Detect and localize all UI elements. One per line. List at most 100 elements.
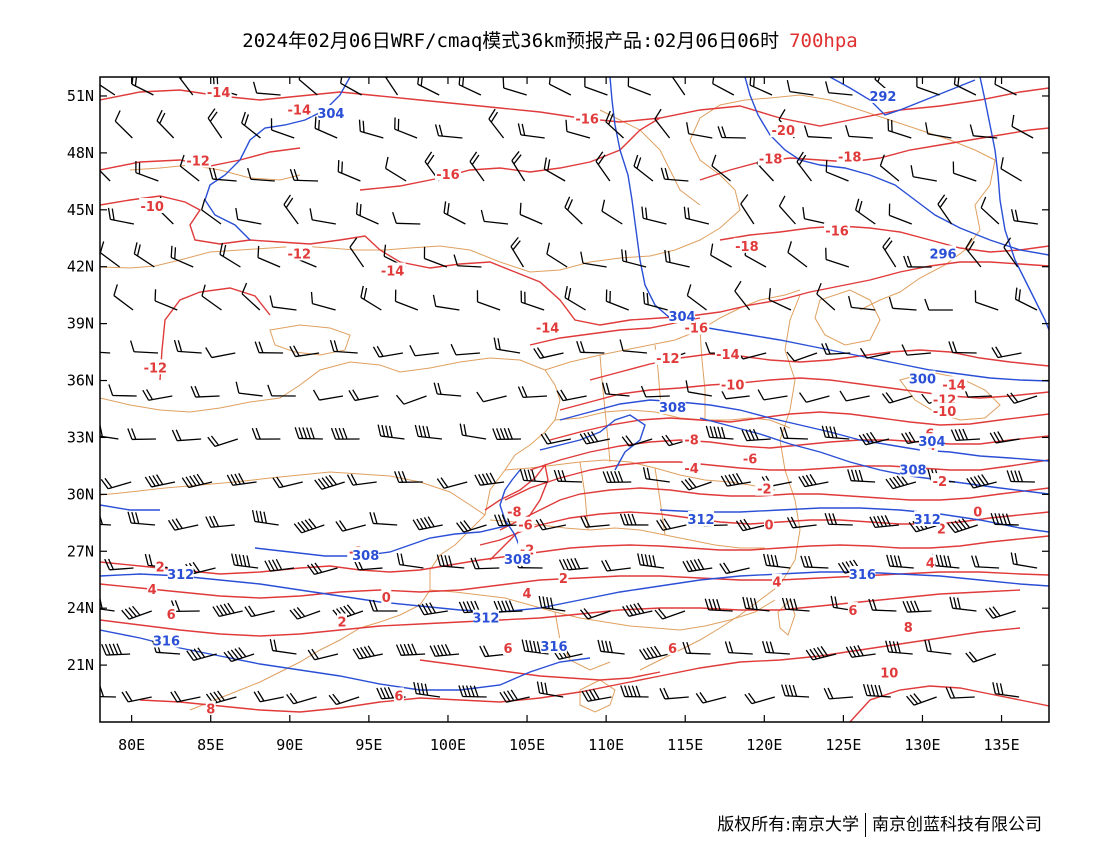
wind-barb [869, 515, 899, 529]
wind-barb [235, 207, 262, 225]
wind-barb [436, 554, 465, 569]
contour-label: -12 [144, 361, 168, 376]
wind-barb [1003, 237, 1019, 268]
wind-barb [660, 167, 689, 182]
wind-barb [597, 639, 625, 655]
title-main: 2024年02月06日WRF/cmaq模式36km预报产品:02月06日06时 [242, 30, 780, 52]
wind-barb [778, 195, 796, 225]
wind-barb [394, 289, 419, 311]
wind-barb [965, 237, 982, 268]
boundary-line [189, 514, 486, 711]
wind-barb [469, 151, 485, 182]
contour-label: 2 [559, 572, 568, 587]
contour-label-bg [516, 516, 535, 532]
contour-label: -14 [716, 348, 740, 363]
boundary-line [899, 371, 1001, 421]
contour-label-bg [669, 308, 696, 324]
wind-barb [903, 255, 932, 268]
height-contour [100, 629, 591, 691]
y-tick-label: 51N [67, 87, 94, 105]
wind-barb [144, 474, 176, 488]
wind-barb [252, 81, 281, 96]
contour-label: 308 [504, 553, 531, 568]
contour-label-bg [930, 473, 949, 489]
wind-barb [705, 425, 734, 440]
wind-barb [825, 160, 849, 182]
wind-barb [310, 291, 336, 311]
wind-barb [121, 690, 152, 703]
contour-label: 6 [167, 608, 176, 623]
contour-label-bg [147, 581, 158, 597]
wind-barb [499, 689, 530, 703]
wind-barb [104, 558, 134, 571]
wind-barb [768, 288, 792, 311]
temperature-contour [504, 459, 1049, 501]
height-contour [100, 571, 1049, 613]
wind-barb [621, 435, 653, 447]
contour-label: -4 [684, 462, 698, 477]
footer-owner: 版权所有:南京大学 [717, 815, 859, 835]
wind-barb [924, 639, 952, 655]
wind-barb [360, 285, 382, 311]
contour-label: -10 [140, 200, 164, 215]
wind-barb [824, 512, 853, 526]
contour-label: 300 [909, 373, 936, 388]
temperature-contour [549, 411, 1049, 441]
wind-barb [219, 242, 241, 268]
wind-barb [639, 645, 670, 660]
contour-label-bg [930, 245, 957, 261]
contour-label-bg [654, 349, 681, 365]
y-tick-label: 33N [67, 428, 94, 446]
footer-separator [865, 813, 866, 837]
wind-barb [601, 199, 623, 225]
footer-company: 南京创蓝科技有限公司 [872, 815, 1042, 835]
wind-barb [314, 474, 345, 490]
contour-label-bg [847, 602, 858, 618]
wind-barb [711, 154, 731, 182]
wind-barb [671, 77, 686, 96]
wind-barb [868, 598, 897, 612]
wind-barb [113, 284, 134, 311]
wind-barb [114, 110, 133, 139]
wind-barb [763, 553, 791, 569]
wind-barb [595, 151, 611, 182]
contour-label-bg [836, 148, 863, 164]
wind-barb [458, 77, 482, 96]
contour-label: 0 [765, 519, 774, 534]
x-tick-label: 85E [197, 736, 224, 754]
wind-barb [223, 647, 255, 663]
contour-label-bg [379, 262, 406, 278]
boundary-line [814, 289, 881, 346]
wind-barb [121, 605, 152, 620]
boundary-line [599, 354, 611, 463]
wind-barb [564, 196, 583, 225]
height-contour [979, 77, 1049, 331]
contour-label: -2 [757, 483, 771, 498]
wind-barb [971, 555, 1000, 569]
wind-barb [619, 339, 648, 354]
wind-barb [456, 520, 487, 533]
wind-barb [656, 518, 687, 531]
wind-barb [781, 597, 810, 612]
wind-barb [825, 247, 850, 268]
boundary-line [129, 164, 301, 181]
map-frame [99, 76, 1050, 723]
contour-label-bg [166, 605, 177, 621]
wind-barb [664, 249, 690, 268]
wind-barb [511, 151, 526, 182]
contour-label-bg [205, 84, 232, 100]
wind-barb [945, 686, 975, 699]
contour-label: -14 [942, 378, 966, 393]
contour-label: -6 [518, 519, 532, 534]
wind-barb [127, 511, 156, 526]
wind-barb [330, 427, 360, 440]
wind-barb [538, 595, 566, 612]
contour-label: 316 [153, 634, 180, 649]
contour-label: 312 [472, 612, 499, 627]
wind-barb [335, 520, 366, 532]
contour-label-bg [317, 105, 344, 121]
wind-barb [803, 125, 832, 139]
wind-barb [950, 428, 981, 442]
wind-barb [553, 469, 583, 483]
wind-barb [686, 284, 707, 311]
